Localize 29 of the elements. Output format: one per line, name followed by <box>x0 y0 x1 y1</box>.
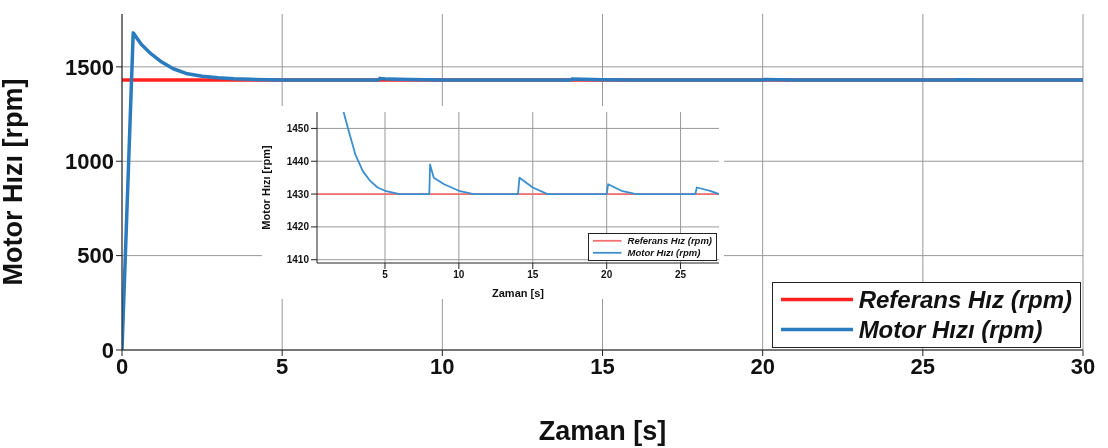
y-tick-label: 0 <box>101 337 114 363</box>
legend-label: Motor Hızı (rpm) <box>627 247 701 259</box>
line-series <box>342 112 719 195</box>
legend-label: Motor Hızı (rpm) <box>858 315 1043 345</box>
x-axis-title: Zaman [s] <box>492 287 545 299</box>
y-tick-label: 1000 <box>65 149 114 175</box>
x-tick-label: 25 <box>675 269 687 281</box>
legend-label: Referans Hız (rpm) <box>858 285 1072 315</box>
y-tick-label: 1450 <box>286 122 310 134</box>
x-tick-label: 10 <box>453 269 465 281</box>
y-tick-label: 1500 <box>65 54 114 80</box>
x-tick-label: 15 <box>590 353 615 379</box>
x-tick-label: 20 <box>750 353 775 379</box>
x-tick-label: 30 <box>1070 353 1096 379</box>
x-tick-label: 20 <box>601 269 613 281</box>
y-tick-label: 1410 <box>286 254 310 266</box>
y-axis-title: Motor Hızı [rpm] <box>259 145 272 230</box>
y-tick-label: 1440 <box>286 155 310 167</box>
y-tick-label: 1430 <box>286 188 310 200</box>
x-tick-label: 10 <box>430 353 455 379</box>
legend-label: Referans Hız (rpm) <box>627 235 712 248</box>
y-axis-title: Motor Hızı [rpm] <box>0 78 28 286</box>
x-tick-label: 5 <box>276 353 289 379</box>
x-axis-title: Zaman [s] <box>538 416 667 446</box>
x-tick-label: 5 <box>382 269 389 281</box>
x-tick-label: 25 <box>910 353 936 379</box>
x-tick-label: 15 <box>527 269 539 281</box>
y-tick-label: 500 <box>77 243 114 269</box>
y-tick-label: 1420 <box>286 221 310 233</box>
